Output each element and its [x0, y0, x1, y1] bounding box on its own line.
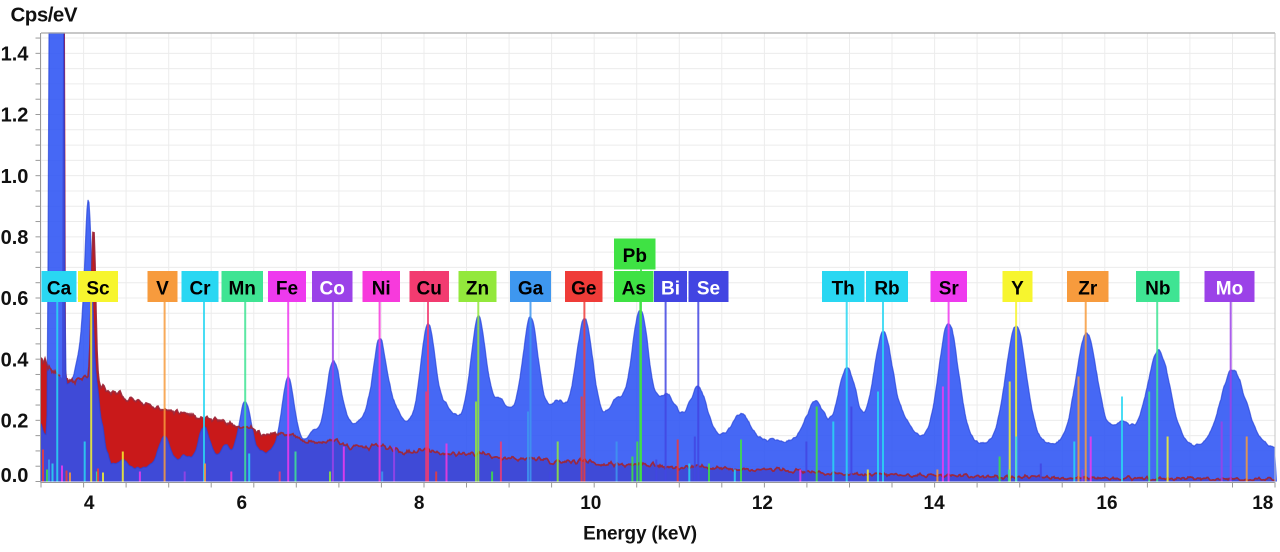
svg-text:Sr: Sr [939, 279, 960, 300]
svg-text:Fe: Fe [276, 279, 298, 300]
svg-text:Pb: Pb [623, 246, 647, 267]
svg-text:Ca: Ca [47, 279, 72, 300]
svg-text:0.2: 0.2 [1, 411, 29, 433]
svg-text:Bi: Bi [661, 279, 680, 300]
svg-text:0.8: 0.8 [1, 227, 29, 249]
svg-text:Ni: Ni [372, 279, 391, 300]
svg-text:Sc: Sc [86, 279, 110, 300]
svg-text:Nb: Nb [1145, 279, 1170, 300]
svg-text:Zn: Zn [466, 279, 489, 300]
svg-text:V: V [156, 279, 169, 300]
svg-text:8: 8 [414, 493, 425, 514]
svg-text:As: As [622, 279, 646, 300]
svg-text:4: 4 [84, 493, 95, 514]
svg-text:Y: Y [1011, 279, 1024, 300]
svg-text:16: 16 [1096, 493, 1117, 514]
svg-text:Cu: Cu [417, 279, 442, 300]
svg-text:Mo: Mo [1216, 279, 1243, 300]
svg-text:Mn: Mn [228, 279, 255, 300]
svg-text:Cps/eV: Cps/eV [11, 4, 78, 27]
svg-text:0.4: 0.4 [1, 349, 30, 371]
svg-text:18: 18 [1252, 493, 1273, 514]
svg-text:Co: Co [320, 279, 345, 300]
svg-text:Se: Se [697, 279, 720, 300]
svg-text:1.4: 1.4 [1, 44, 30, 66]
svg-text:Cr: Cr [189, 279, 211, 300]
svg-text:12: 12 [752, 493, 773, 514]
svg-text:6: 6 [237, 493, 248, 514]
svg-text:Zr: Zr [1078, 279, 1098, 300]
svg-text:Ge: Ge [571, 279, 596, 300]
svg-text:10: 10 [580, 493, 601, 514]
svg-text:14: 14 [924, 493, 946, 514]
svg-text:1.2: 1.2 [1, 105, 29, 127]
svg-text:Ga: Ga [518, 279, 544, 300]
svg-text:Rb: Rb [874, 279, 899, 300]
svg-text:Energy (keV): Energy (keV) [583, 524, 697, 545]
svg-text:0.6: 0.6 [1, 288, 29, 310]
svg-text:0.0: 0.0 [1, 465, 29, 487]
svg-text:Th: Th [832, 279, 855, 300]
svg-text:1.0: 1.0 [1, 166, 29, 188]
